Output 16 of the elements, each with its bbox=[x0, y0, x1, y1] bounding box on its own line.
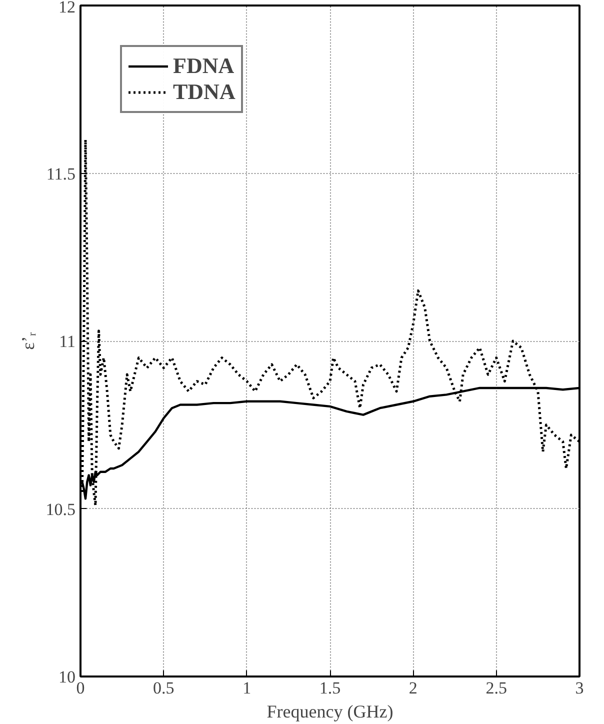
y-tick-label: 10 bbox=[58, 668, 76, 686]
legend-label: FDNA bbox=[173, 53, 234, 79]
y-tick-label: 10.5 bbox=[46, 500, 76, 519]
y-tick-label: 11.5 bbox=[46, 164, 76, 184]
x-tick-label: 1 bbox=[242, 678, 252, 698]
x-tick-label: 1.5 bbox=[319, 678, 341, 698]
x-tick-label: 3 bbox=[575, 678, 584, 698]
y-tick-label: 11 bbox=[59, 332, 76, 351]
x-tick-label: 0 bbox=[76, 678, 85, 698]
y-tick-label: 12 bbox=[58, 0, 76, 16]
legend-label: TDNA bbox=[173, 79, 236, 105]
x-tick-label: 2 bbox=[408, 678, 418, 698]
x-tick-label: 2.5 bbox=[486, 678, 507, 698]
x-tick-label: 0.5 bbox=[153, 678, 174, 698]
y-axis-title: ε’ᵣ bbox=[18, 332, 38, 350]
x-axis-title: Frequency (GHz) bbox=[266, 702, 394, 722]
